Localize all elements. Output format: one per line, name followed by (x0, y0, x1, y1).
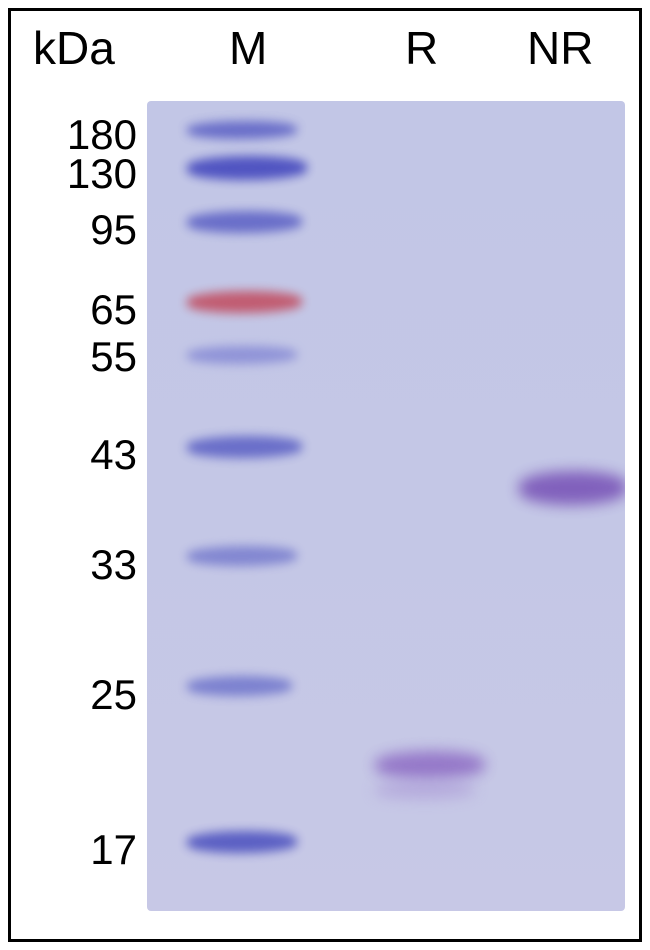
band-nr (519, 471, 625, 506)
band-marker (187, 546, 297, 567)
kda-label: 33 (17, 541, 137, 589)
unit-label: kDa (33, 21, 115, 75)
band-marker (187, 210, 302, 233)
gel-frame: kDa M R NR 18013095655543332517 (8, 8, 642, 942)
band-marker (187, 831, 297, 854)
band-r (375, 781, 475, 800)
band-marker (187, 435, 302, 458)
kda-label: 55 (17, 333, 137, 381)
band-marker (187, 155, 307, 180)
kda-label: 130 (17, 150, 137, 198)
kda-label: 43 (17, 431, 137, 479)
kda-label: 17 (17, 826, 137, 874)
band-marker (187, 290, 302, 313)
lane-marker-label: M (229, 21, 267, 75)
lane-reduced-label: R (405, 21, 438, 75)
band-marker (187, 121, 297, 140)
lane-header-row: kDa M R NR (11, 21, 639, 81)
band-r (375, 751, 485, 780)
kda-label: 95 (17, 206, 137, 254)
band-marker (187, 676, 292, 697)
gel-region (147, 101, 625, 911)
kda-label: 25 (17, 671, 137, 719)
kda-label: 65 (17, 286, 137, 334)
band-marker (187, 346, 297, 365)
lane-nonreduced-label: NR (527, 21, 593, 75)
